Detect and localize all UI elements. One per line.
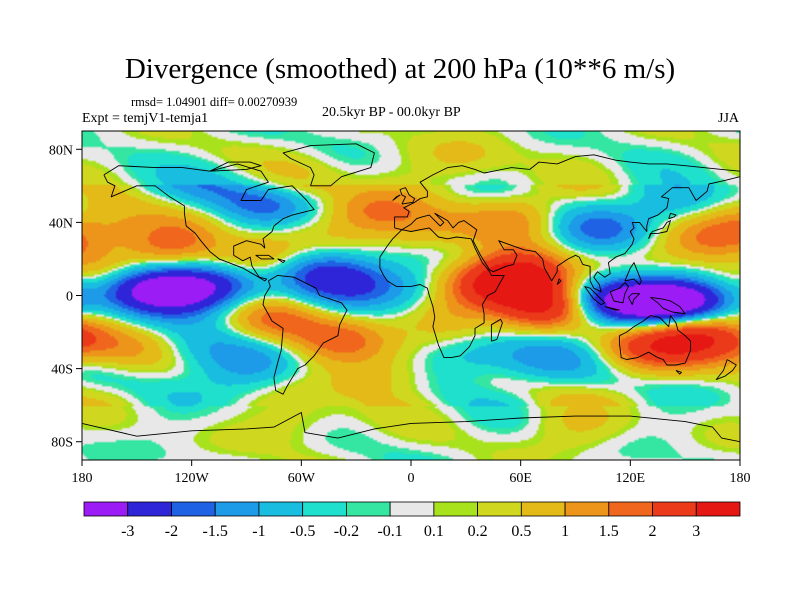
experiment-label: Expt = temjV1-temja1 <box>82 111 209 126</box>
coastline-segment <box>604 306 620 311</box>
coastline-segment <box>628 293 640 306</box>
colorbar-swatch <box>608 501 653 517</box>
coastline-segment <box>624 262 642 285</box>
x-tick-label: 60E <box>509 471 532 486</box>
colorbar-swatch <box>477 501 522 517</box>
colorbar-label: -0.1 <box>377 523 402 540</box>
colorbar-label: 0.1 <box>424 523 444 540</box>
chart-title: Divergence (smoothed) at 200 hPa (10**6 … <box>124 53 676 85</box>
colorbar-swatch <box>520 501 566 517</box>
coastline-segment <box>392 194 401 201</box>
colorbar-swatch <box>171 501 216 517</box>
map-plot-area <box>82 131 740 460</box>
y-tick-label: 40N <box>49 216 73 231</box>
colorbar-label: 2 <box>649 523 657 540</box>
colorbar-label: 1 <box>561 523 569 540</box>
coastline-segment <box>490 318 503 342</box>
coastline-segment <box>282 143 375 187</box>
colorbar-swatch <box>652 501 697 517</box>
colorbar-swatch <box>258 501 304 517</box>
coastline-segment <box>650 296 686 315</box>
colorbar-label: 0.5 <box>511 523 531 540</box>
colorbar-swatch <box>302 501 347 517</box>
divergence-field <box>82 131 740 460</box>
coastline-segment <box>618 315 692 366</box>
coastline-segment <box>255 254 275 260</box>
colorbar: -3 -2 -1.5 -1 -0.5 -0.2 -0.1 0.1 0.2 0.5 1 1.5 2 3 <box>83 501 741 540</box>
colorbar-swatch <box>389 501 435 517</box>
colorbar-label: 1.5 <box>599 523 619 540</box>
period-label: 20.5kyr BP - 00.0kyr BP <box>322 105 461 120</box>
x-tick-label: 120W <box>175 471 210 486</box>
coastline-segment <box>648 220 671 240</box>
x-tick-label: 0 <box>408 471 415 486</box>
colorbar-label: -1 <box>252 523 265 540</box>
rmsd-diff-stats: rmsd= 1.04901 diff= 0.00270939 <box>131 95 298 109</box>
colorbar-swatch <box>564 501 610 517</box>
coastline-segment <box>277 258 286 264</box>
colorbar-label: -1.5 <box>203 523 228 540</box>
coastline-segment <box>715 359 737 381</box>
x-axis-ticks: 180 120W 60W 0 60E 120E 180 <box>72 460 751 486</box>
colorbar-label: 3 <box>692 523 700 540</box>
coastline-segment <box>668 212 677 220</box>
coastline-segment <box>82 412 740 443</box>
coastline-segment <box>584 285 606 306</box>
x-tick-label: 180 <box>72 471 93 486</box>
colorbar-swatch <box>214 501 260 517</box>
coastline-segment <box>609 282 629 304</box>
season-label: JJA <box>718 111 740 126</box>
coastline-segment <box>394 154 740 228</box>
coastline-segment <box>556 278 562 285</box>
y-axis-ticks: 80N 40N 0 40S 80S <box>49 143 82 451</box>
colorbar-swatch <box>695 501 741 517</box>
colorbar-label: -2 <box>165 523 178 540</box>
y-tick-label: 40S <box>51 363 73 378</box>
coastline-segment <box>262 274 348 395</box>
colorbar-swatch <box>127 501 172 517</box>
colorbar-label: -3 <box>121 523 134 540</box>
colorbar-swatch <box>345 501 391 517</box>
coastlines <box>82 143 740 443</box>
colorbar-label: -0.2 <box>334 523 359 540</box>
coastline-segment <box>103 163 315 282</box>
colorbar-swatch <box>433 501 478 517</box>
coastline-segment <box>394 176 740 293</box>
y-tick-label: 80N <box>49 143 73 158</box>
coastline-segment <box>379 227 505 359</box>
colorbar-label: 0.2 <box>468 523 488 540</box>
colorbar-swatch <box>83 501 129 517</box>
y-tick-label: 0 <box>66 290 73 305</box>
x-tick-label: 60W <box>288 471 316 486</box>
colorbar-label: -0.5 <box>290 523 315 540</box>
y-tick-label: 80S <box>51 436 73 451</box>
x-tick-label: 120E <box>616 471 646 486</box>
coastline-segment <box>209 161 262 172</box>
coastline-segment <box>675 369 682 375</box>
coastline-segment <box>399 187 416 205</box>
x-tick-label: 180 <box>730 471 751 486</box>
